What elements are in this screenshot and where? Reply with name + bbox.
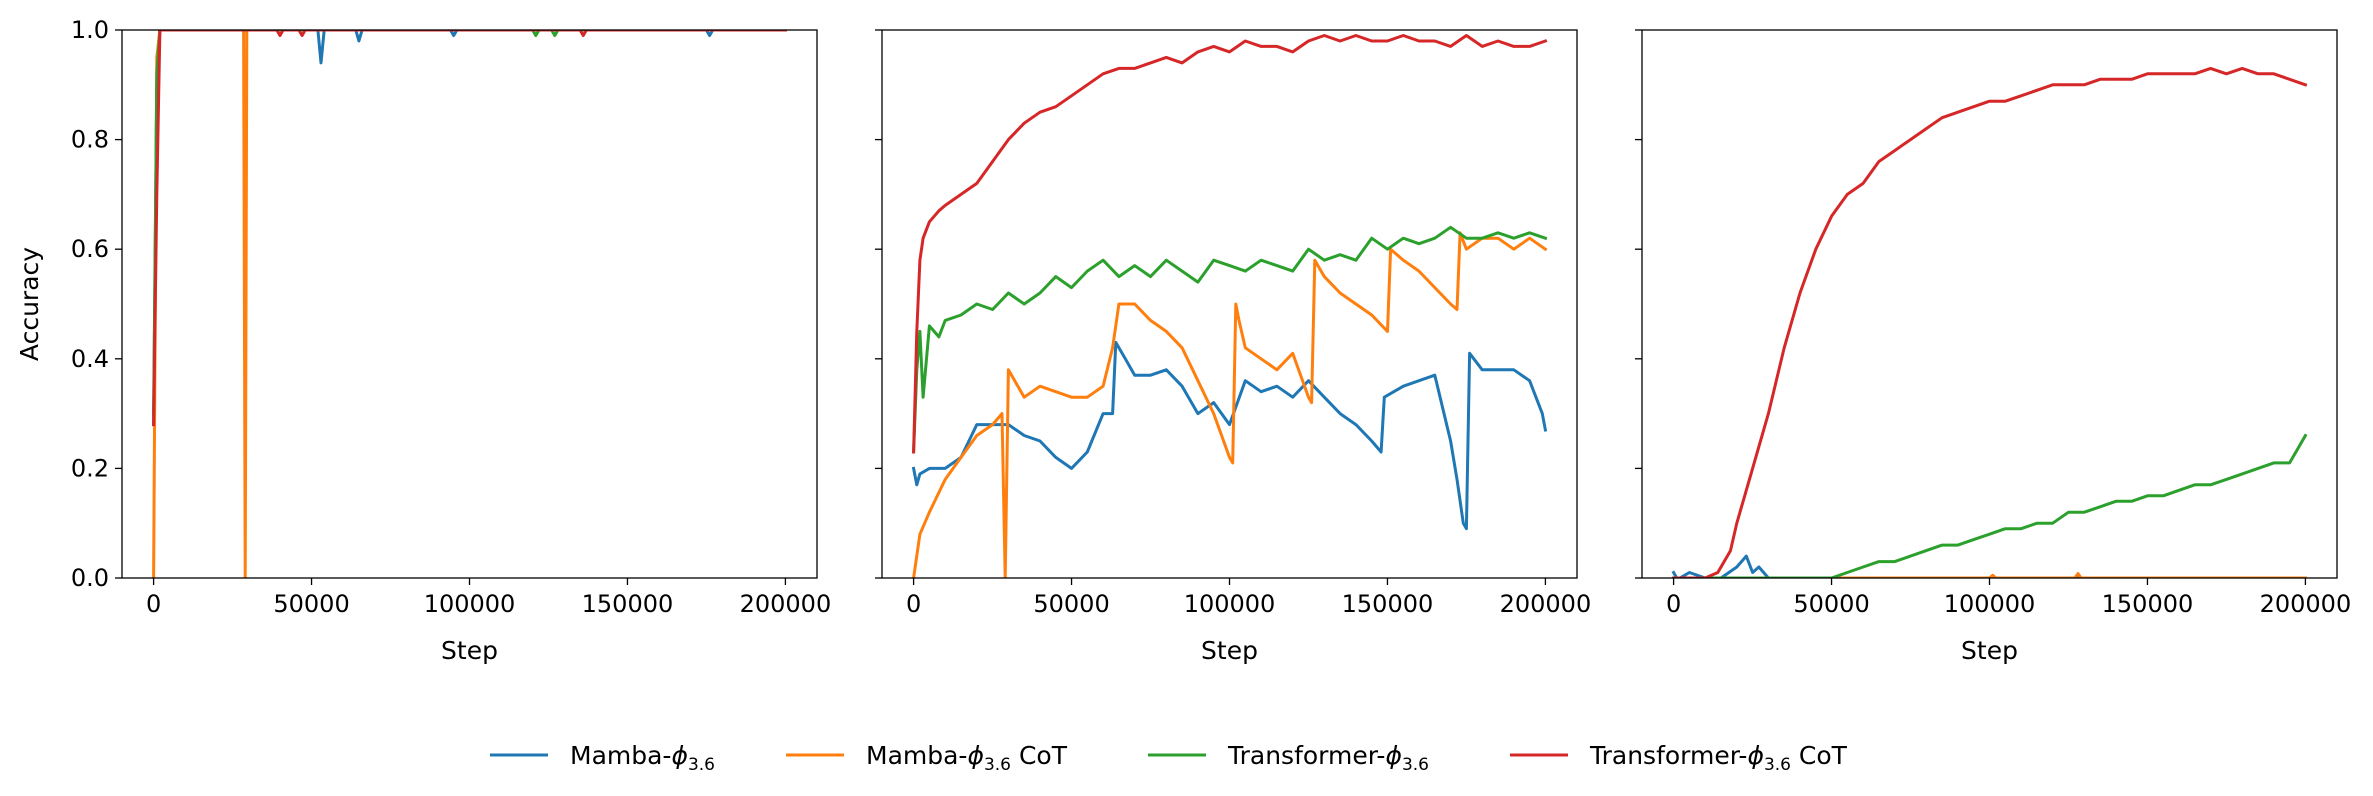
x-tick-label: 0 [146, 590, 161, 618]
legend-label: Mamba-ϕ3.6 CoT [866, 741, 1068, 775]
series-line-1 [911, 340, 1548, 531]
series-line-4 [912, 34, 1548, 454]
legend-entry-3: Transformer-ϕ3.6 [1148, 741, 1429, 775]
x-tick-label: 200000 [740, 590, 832, 618]
x-tick-label: 100000 [1944, 590, 2036, 618]
x-tick-label: 50000 [1033, 590, 1109, 618]
chart-panel-3: 0 50000 100000 150000 200000 Step [1635, 29, 2352, 665]
y-tick-label: 0.6 [71, 235, 109, 263]
legend-label: Mamba-ϕ3.6 [570, 741, 715, 775]
y-tick-label: 0.8 [71, 126, 109, 154]
x-tick-label: 0 [1666, 590, 1681, 618]
x-tick-label: 200000 [2260, 590, 2352, 618]
chart-panel-1: 0 50000 100000 150000 200000 0.0 0.2 0.4 0.6 0.8 1… [15, 16, 831, 665]
y-tick-label: 0.2 [71, 454, 109, 482]
legend-label: Transformer-ϕ3.6 CoT [1589, 741, 1848, 775]
chart-panel-2: 0 50000 100000 150000 200000 Step [875, 29, 1592, 665]
legend-label: Transformer-ϕ3.6 [1227, 741, 1429, 775]
x-tick-label: 50000 [1793, 590, 1869, 618]
x-tick-label: 100000 [424, 590, 516, 618]
series-group [911, 34, 1548, 578]
legend-entry-2: Mamba-ϕ3.6 CoT [786, 741, 1068, 775]
x-axis-label: Step [1201, 636, 1258, 665]
series-line-1 [1671, 554, 2307, 578]
y-tick-label: 0.0 [71, 564, 109, 592]
series-line-3 [1672, 433, 2308, 578]
series-line-1 [152, 30, 787, 427]
x-tick-label: 150000 [2102, 590, 2194, 618]
series-line-4 [1672, 66, 2308, 578]
x-axis-label: Step [1961, 636, 2018, 665]
x-tick-label: 0 [906, 590, 921, 618]
x-tick-label: 50000 [273, 590, 349, 618]
legend: Mamba-ϕ3.6 Mamba-ϕ3.6 CoT Transformer-ϕ3.6… [490, 741, 1848, 775]
x-axis-label: Step [441, 636, 498, 665]
series-line-3 [152, 30, 787, 416]
series-line-3 [912, 225, 1548, 454]
y-tick-label: 1.0 [71, 16, 109, 44]
plot-frame [881, 29, 1578, 579]
x-tick-label: 200000 [1500, 590, 1592, 618]
series-line-4 [152, 30, 787, 427]
x-tick-label: 100000 [1184, 590, 1276, 618]
x-tick-label: 150000 [582, 590, 674, 618]
series-group [1671, 66, 2308, 578]
series-group [152, 30, 787, 578]
chart-panels: 0 50000 100000 150000 200000 0.0 0.2 0.4 0.6 0.8 1… [15, 16, 2351, 665]
plot-frame [121, 29, 818, 579]
series-line-2 [152, 30, 787, 578]
y-axis-label: Accuracy [15, 247, 44, 361]
legend-entry-1: Mamba-ϕ3.6 [490, 741, 715, 775]
legend-entry-4: Transformer-ϕ3.6 CoT [1510, 741, 1848, 775]
x-tick-label: 150000 [1342, 590, 1434, 618]
y-tick-label: 0.4 [71, 345, 109, 373]
series-line-2 [912, 231, 1548, 578]
